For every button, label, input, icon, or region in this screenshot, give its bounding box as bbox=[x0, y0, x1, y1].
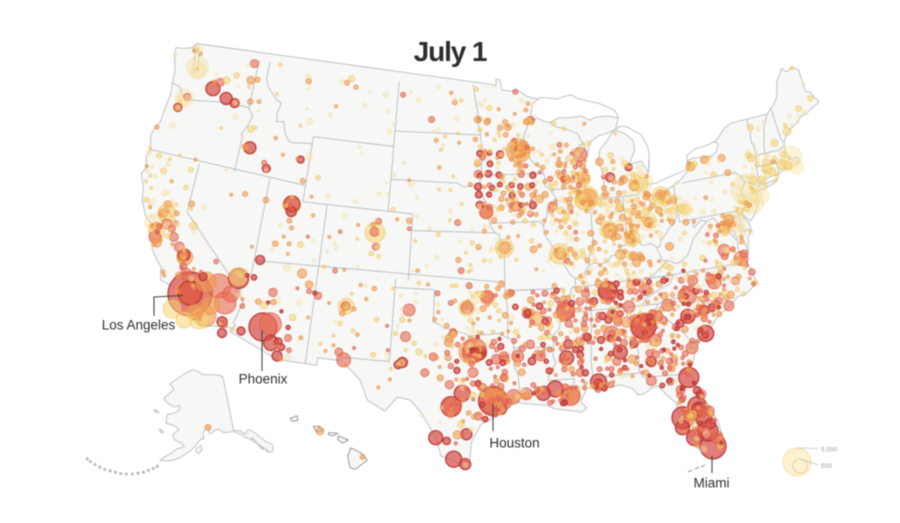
svg-text:Miami: Miami bbox=[694, 476, 730, 491]
svg-text:500: 500 bbox=[821, 463, 832, 470]
svg-text:Houston: Houston bbox=[489, 436, 539, 451]
svg-text:Los Angeles: Los Angeles bbox=[102, 318, 176, 333]
svg-text:July 1: July 1 bbox=[414, 36, 487, 67]
svg-text:5,000: 5,000 bbox=[821, 447, 838, 454]
svg-text:Phoenix: Phoenix bbox=[239, 372, 288, 387]
